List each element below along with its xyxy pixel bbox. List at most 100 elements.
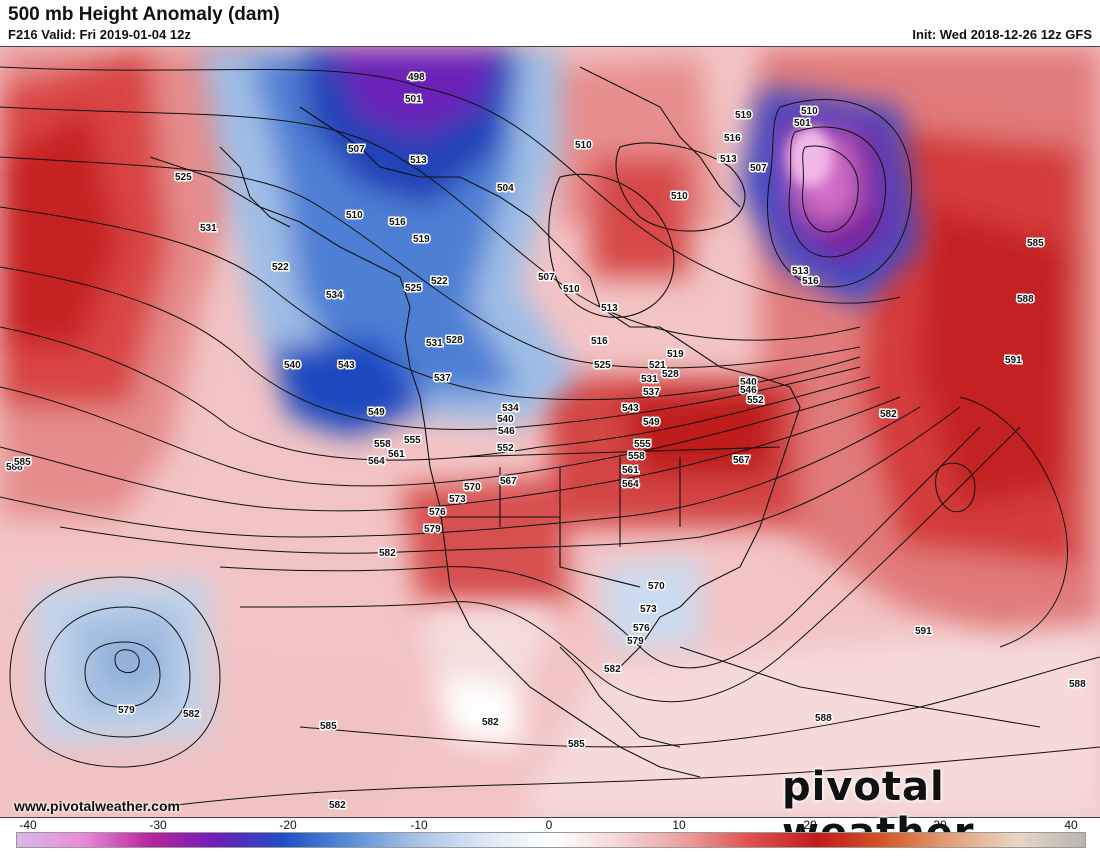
contour-label: 513	[410, 155, 427, 166]
contour-label: 540	[740, 377, 757, 388]
contour-label: 528	[662, 369, 679, 380]
contour-label: 585	[320, 721, 337, 732]
colorbar-tick: 40	[1064, 818, 1078, 832]
contour-label: 525	[175, 172, 192, 183]
map-svg: 498 501 507 513 504 510 516 519 522 525 …	[0, 47, 1100, 817]
contour-label: 579	[627, 636, 644, 647]
contour-label: 564	[368, 456, 385, 467]
contour-label: 534	[326, 290, 343, 301]
contour-label: 513	[718, 154, 735, 165]
colorbar-tick: -20	[279, 818, 297, 832]
contour-label: 531	[200, 223, 217, 234]
contour-label: 507	[348, 144, 365, 155]
colorbar-tick: -30	[149, 818, 167, 832]
contour-label: 591	[1005, 355, 1022, 366]
contour-label: 510	[346, 210, 363, 221]
contour-label-layer: 498 501 507 513 504 510 516 519 522 525 …	[5, 71, 1088, 813]
contour-label: 582	[482, 717, 499, 728]
contour-label: 543	[338, 360, 355, 371]
contour-label: 573	[640, 604, 657, 615]
contour-label: 510	[671, 191, 688, 202]
anomaly-shading	[0, 47, 1100, 817]
contour-label: 582	[604, 664, 621, 675]
contour-label: 561	[622, 465, 639, 476]
contour-label: 513	[792, 266, 809, 277]
valid-time: F216 Valid: Fri 2019-01-04 12z	[8, 27, 191, 42]
contour-label: 543	[622, 403, 639, 414]
contour-label: 501	[794, 118, 811, 129]
init-time: Init: Wed 2018-12-26 12z GFS	[912, 27, 1092, 42]
contour-label: 546	[498, 426, 515, 437]
website-label: www.pivotalweather.com	[14, 798, 180, 814]
contour-label: 555	[634, 439, 651, 450]
contour-label: 501	[405, 94, 422, 105]
contour-label: 567	[733, 455, 750, 466]
contour-label: 549	[368, 407, 385, 418]
contour-label: 552	[497, 443, 514, 454]
contour-label: 513	[720, 154, 737, 165]
contour-label: 513	[601, 303, 618, 314]
contour-label: 534	[502, 403, 519, 414]
contour-label: 537	[434, 373, 451, 384]
colorbar-tick: -40	[19, 818, 37, 832]
contour-label: 579	[424, 524, 441, 535]
contour-label: 510	[563, 284, 580, 295]
colorbar-tick: 30	[933, 818, 947, 832]
contour-label: 522	[272, 262, 289, 273]
contour-label: 498	[408, 72, 425, 83]
contour-label: 516	[389, 217, 406, 228]
contour-label: 531	[641, 374, 658, 385]
contour-label: 519	[667, 349, 684, 360]
contour-label: 564	[622, 479, 639, 490]
contour-label: 588	[1017, 294, 1034, 305]
map-title: 500 mb Height Anomaly (dam)	[8, 4, 280, 25]
colorbar-tick: 20	[803, 818, 817, 832]
contour-label: 591	[915, 626, 932, 637]
contour-label: 579	[118, 705, 135, 716]
contour-label: 555	[404, 435, 421, 446]
contour-label: 558	[374, 439, 391, 450]
contour-label: 570	[648, 581, 665, 592]
contour-label: 582	[880, 409, 897, 420]
contour-label: 537	[643, 387, 660, 398]
contour-label: 525	[594, 360, 611, 371]
contour-label: 531	[426, 338, 443, 349]
colorbar-tick: 0	[545, 818, 553, 832]
contour-label: 510	[575, 140, 592, 151]
contour-label: 507	[538, 272, 555, 283]
coastlines	[149, 66, 1041, 778]
contour-label: 519	[735, 110, 752, 121]
contour-label: 552	[747, 395, 764, 406]
contour-label: 521	[649, 360, 666, 371]
header: 500 mb Height Anomaly (dam) F216 Valid: …	[0, 0, 1100, 46]
contour-label: 567	[500, 476, 517, 487]
contour-label: 582	[379, 548, 396, 559]
contour-label: 576	[429, 507, 446, 518]
contour-label: 561	[388, 449, 405, 460]
contour-label: 558	[628, 451, 645, 462]
contour-label: 546	[740, 385, 757, 396]
contour-label: 549	[643, 417, 660, 428]
contour-label: 582	[329, 800, 346, 811]
colorbar-tick: 10	[672, 818, 686, 832]
contour-label: 585	[14, 457, 31, 468]
contour-label: 516	[802, 276, 819, 287]
contour-label: 516	[724, 133, 741, 144]
contour-label: 585	[568, 739, 585, 750]
contour-label: 585	[1027, 238, 1044, 249]
contour-label: 582	[183, 709, 200, 720]
contour-label: 504	[497, 183, 514, 194]
contour-label: 570	[464, 482, 481, 493]
contour-label: 522	[431, 276, 448, 287]
contour-label: 576	[633, 623, 650, 634]
contour-label: 516	[591, 336, 608, 347]
contour-label: 510	[801, 106, 818, 117]
contour-label: 588	[6, 462, 23, 473]
contour-label: 519	[413, 234, 430, 245]
contour-label: 588	[1069, 679, 1086, 690]
contour-label: 540	[497, 414, 514, 425]
colorbar-tick: -10	[410, 818, 428, 832]
anomaly-map[interactable]: 498 501 507 513 504 510 516 519 522 525 …	[0, 46, 1100, 818]
contour-label: 528	[446, 335, 463, 346]
